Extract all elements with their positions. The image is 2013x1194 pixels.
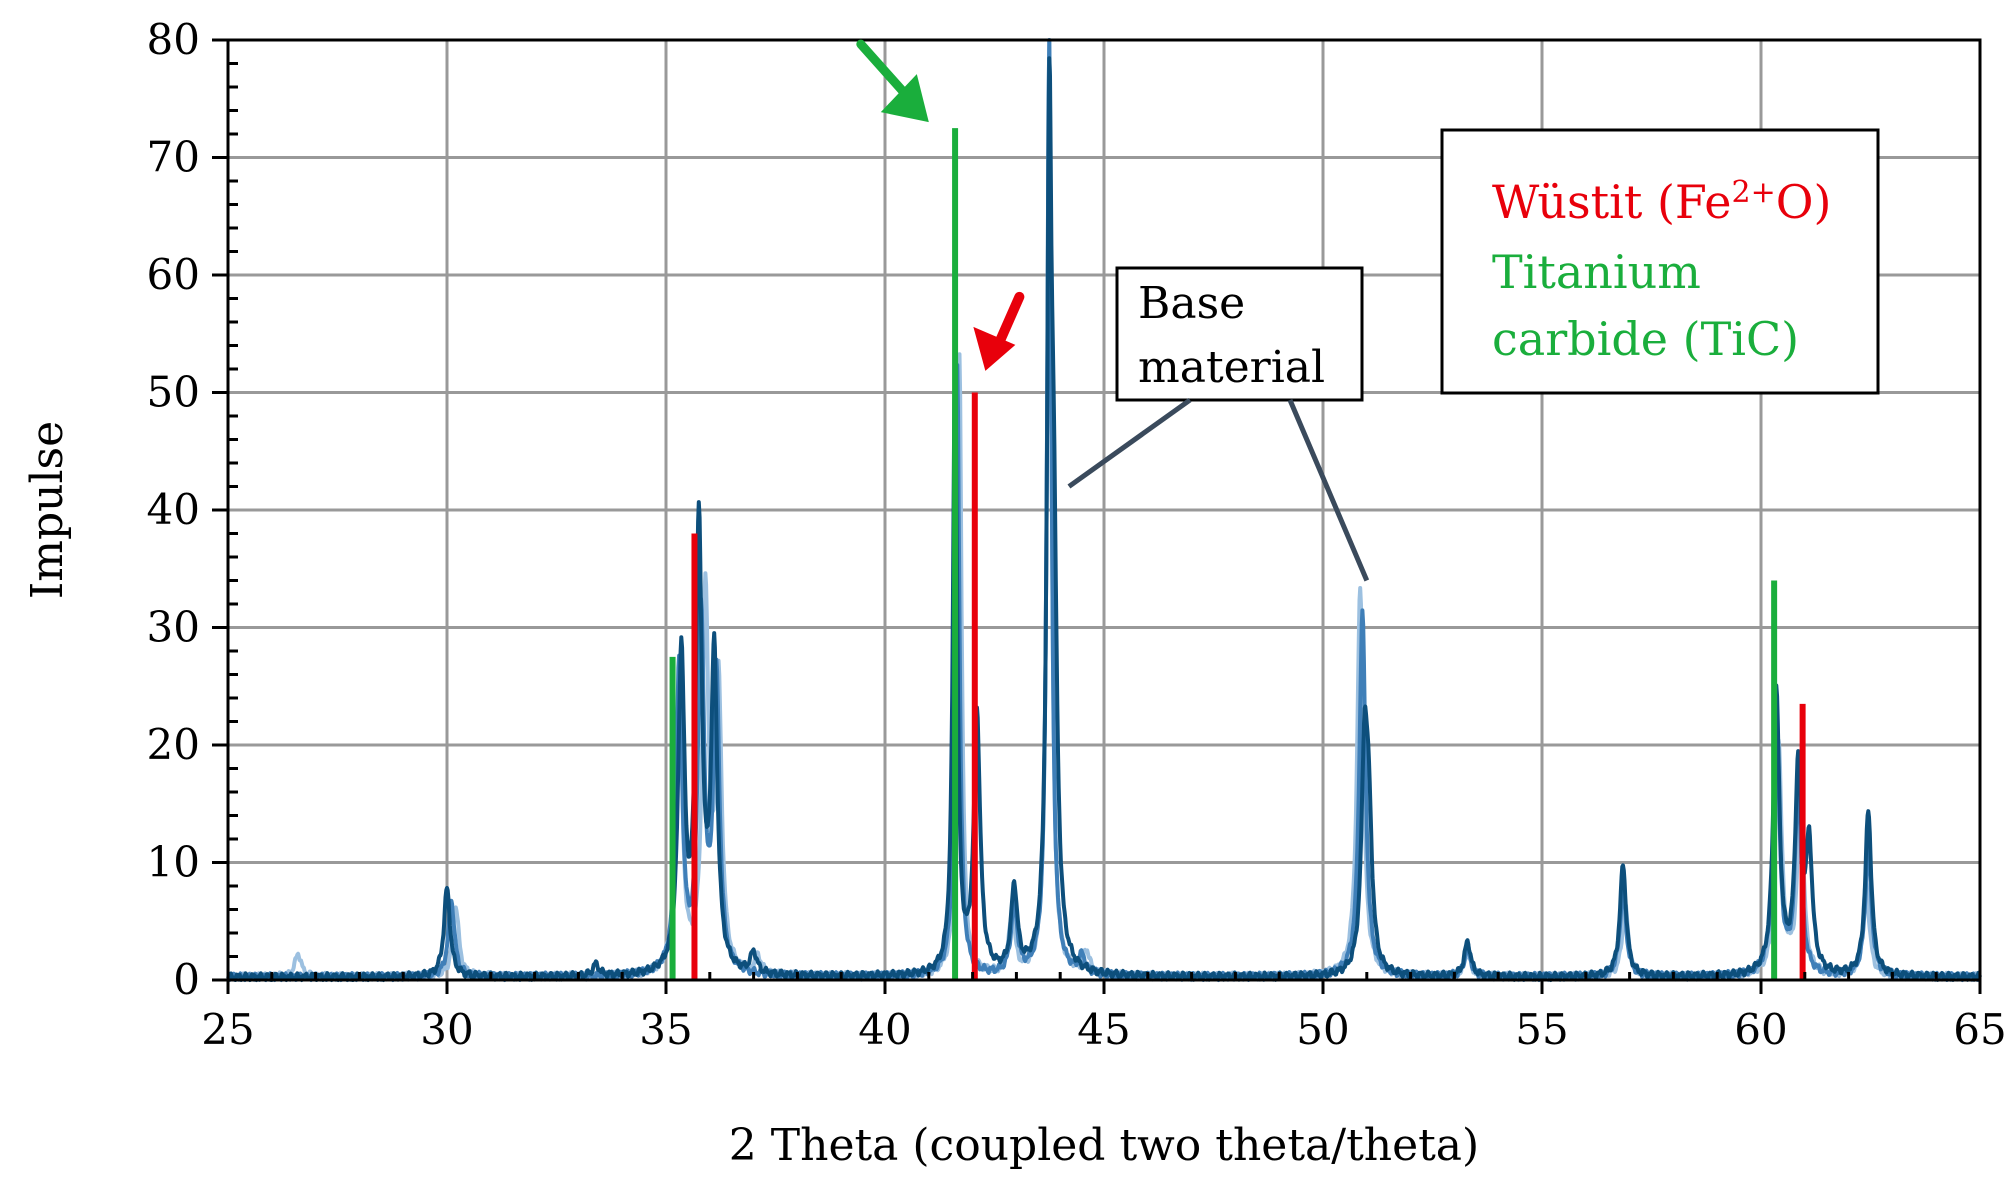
y-tick-label: 60	[147, 250, 200, 299]
x-tick-label: 55	[1515, 1005, 1568, 1054]
legend-wustit-text-after: O)	[1776, 175, 1832, 229]
base-material-label-line1: Base	[1138, 278, 1245, 329]
red-arrow-shaft	[992, 291, 1025, 352]
y-tick-label: 0	[173, 955, 200, 1004]
green-arrow-head	[880, 74, 929, 123]
y-axis-label: Impulse	[22, 421, 73, 599]
legend-wustit-superscript: 2+	[1732, 175, 1776, 210]
legend-wustit: Wüstit (Fe2+O)	[1492, 175, 1831, 229]
reference-lines	[669, 128, 1806, 980]
y-tick-label: 80	[147, 15, 200, 64]
x-tick-label: 50	[1296, 1005, 1349, 1054]
base-material-pointer-2	[1287, 399, 1370, 582]
y-tick-label: 50	[147, 368, 200, 417]
y-tick-label: 10	[147, 838, 200, 887]
base-material-pointer-1	[1067, 397, 1192, 489]
red-arrow-head	[973, 326, 1016, 371]
axis-ticks: 25 30 35 40 45 50 55 60 65 0 10 20 30 40 50 60 70 80	[147, 15, 2007, 1054]
legend-wustit-text: Wüstit (Fe	[1492, 175, 1732, 229]
x-tick-label: 60	[1734, 1005, 1787, 1054]
x-tick-label: 45	[1077, 1005, 1130, 1054]
legend: Wüstit (Fe2+O) Titanium carbide (TiC)	[1440, 128, 1880, 395]
series-line-3	[226, 56, 1982, 982]
legend-tic-line1: Titanium	[1492, 245, 1701, 299]
legend-box	[1440, 128, 1880, 395]
base-material-label-line2: material	[1138, 342, 1325, 393]
x-tick-label: 35	[639, 1005, 692, 1054]
x-axis-label: 2 Theta (coupled two theta/theta)	[729, 1120, 1479, 1171]
x-tick-label: 25	[201, 1005, 254, 1054]
grid-lines	[228, 40, 1980, 980]
annotations: Base material	[856, 39, 1370, 582]
legend-tic-line2: carbide (TiC)	[1492, 312, 1799, 366]
base-material-box	[1115, 266, 1364, 402]
y-tick-label: 20	[147, 720, 200, 769]
y-tick-label: 30	[147, 603, 200, 652]
y-tick-label: 40	[147, 485, 200, 534]
x-tick-label: 65	[1953, 1005, 2006, 1054]
x-tick-label: 40	[858, 1005, 911, 1054]
y-tick-label: 70	[147, 133, 200, 182]
x-tick-label: 30	[420, 1005, 473, 1054]
